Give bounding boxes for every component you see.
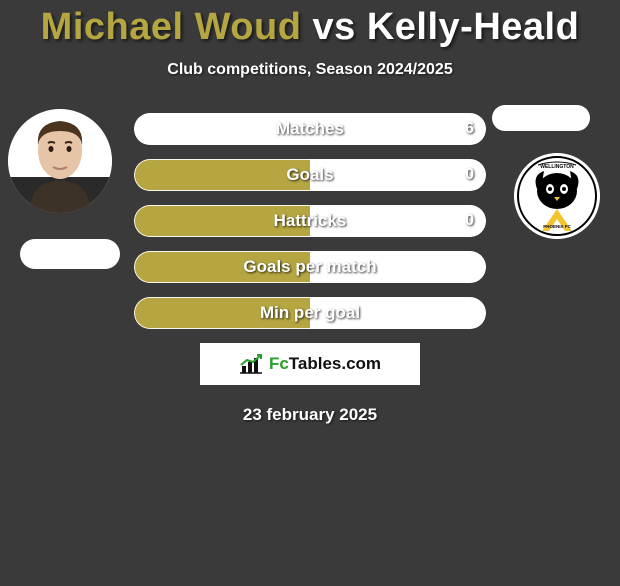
player-left-name: Michael Woud	[41, 6, 302, 48]
fctables-brand: FcTables.com	[200, 343, 420, 385]
player-left-flag	[20, 239, 120, 269]
brand-text: FcTables.com	[269, 354, 381, 374]
stat-label: Matches	[276, 119, 344, 139]
stat-row-goals: Goals 0	[134, 159, 486, 191]
stat-row-hattricks: Hattricks 0	[134, 205, 486, 237]
stat-value-right: 6	[465, 120, 474, 138]
stat-value-right: 0	[465, 212, 474, 230]
competition-subtitle: Club competitions, Season 2024/2025	[0, 61, 620, 79]
brand-suffix: Tables.com	[289, 354, 381, 373]
svg-text:WELLINGTON: WELLINGTON	[540, 164, 574, 170]
svg-text:PHOENIX FC: PHOENIX FC	[543, 224, 571, 229]
stat-row-min-per-goal: Min per goal	[134, 297, 486, 329]
stat-bars: Matches 6 Goals 0 Hattricks 0 Goals per match M…	[134, 109, 486, 329]
brand-prefix: Fc	[269, 354, 289, 373]
stat-value-right: 0	[465, 166, 474, 184]
stat-label: Min per goal	[260, 303, 360, 323]
player-left-avatar	[8, 109, 112, 213]
stat-label: Goals per match	[243, 257, 376, 277]
date-label: 23 february 2025	[0, 405, 620, 425]
player-right-name: Kelly-Heald	[367, 6, 579, 48]
player-right-flag	[492, 105, 590, 131]
stat-label: Hattricks	[274, 211, 347, 231]
stat-label: Goals	[286, 165, 333, 185]
player-right-badge: WELLINGTON PHOENIX FC	[514, 153, 600, 239]
vs-word: vs	[313, 6, 356, 48]
stat-row-goals-per-match: Goals per match	[134, 251, 486, 283]
comparison-title: Michael Woud vs Kelly-Heald	[0, 6, 620, 49]
comparison-area: WELLINGTON PHOENIX FC Matches6Goals0Hatt…	[0, 109, 620, 329]
bar-fill-left	[134, 159, 310, 191]
chart-icon	[239, 353, 265, 375]
stat-row-matches: Matches 6	[134, 113, 486, 145]
